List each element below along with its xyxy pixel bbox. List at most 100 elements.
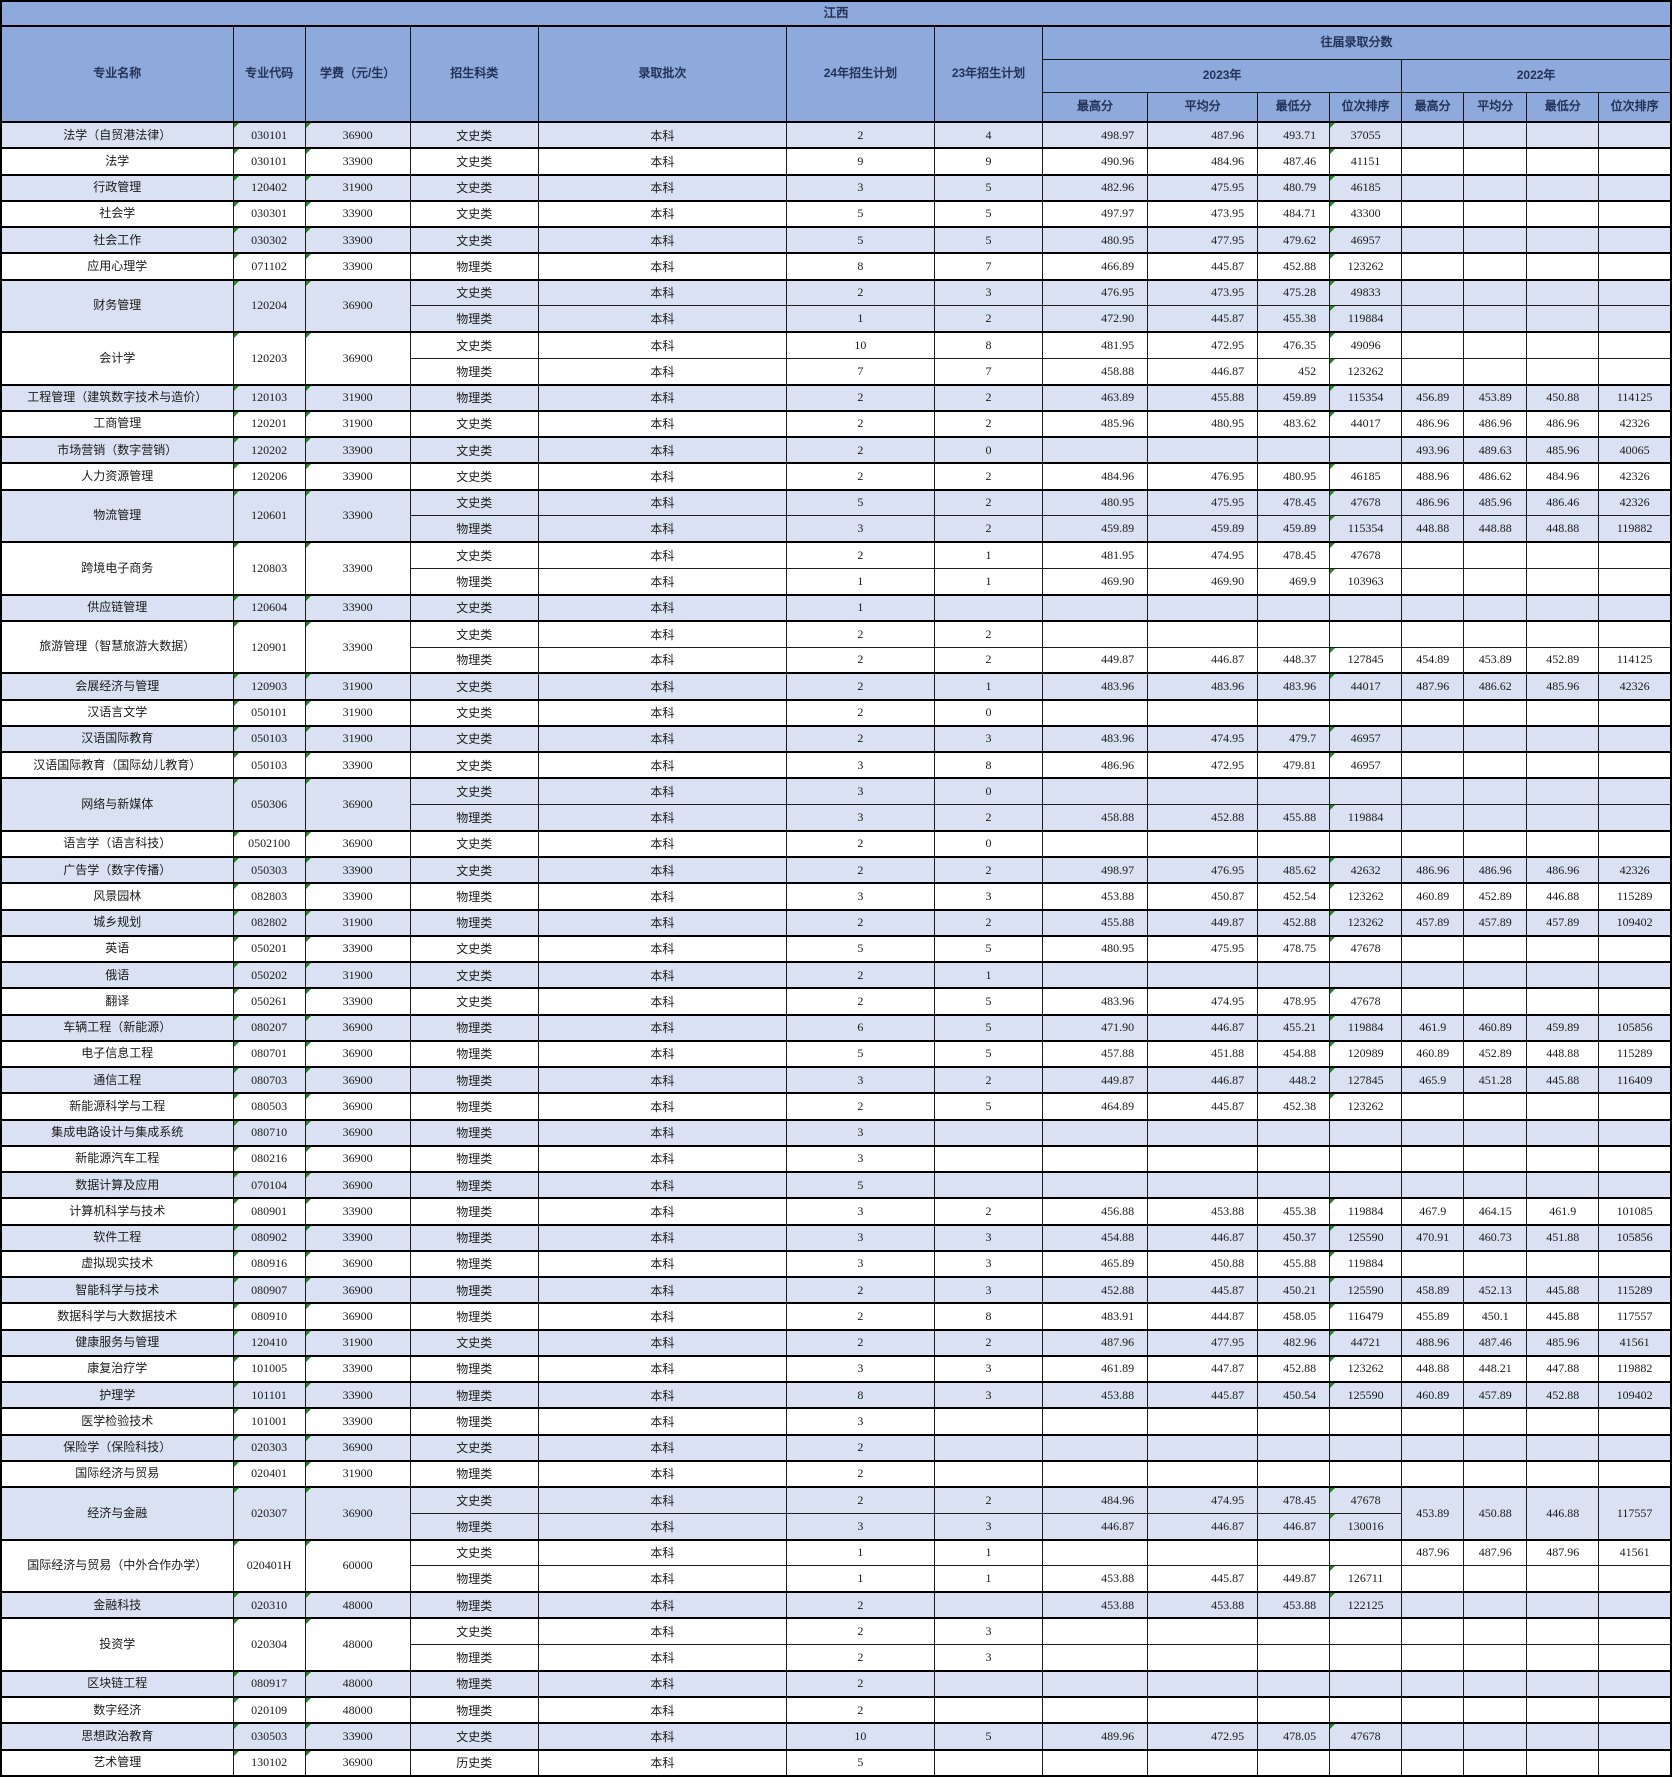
batch-cell: 本科: [537, 593, 787, 622]
rank-2022-cell: 119882: [1598, 1354, 1672, 1383]
rank-2022-cell: 101085: [1598, 1197, 1672, 1226]
max-2023-cell: 466.89: [1042, 252, 1149, 281]
plan-24-cell: 1: [785, 567, 935, 596]
table-row: 俄语 050202 31900 文史类 本科 2 1: [0, 960, 1672, 989]
avg-2023-cell: 472.95: [1147, 750, 1259, 779]
avg-2023-cell: 476.95: [1147, 462, 1259, 491]
max-2023-cell: [1042, 619, 1149, 648]
major-code-cell: 120402: [232, 173, 306, 202]
batch-cell: 本科: [537, 1433, 787, 1462]
rank-2022-cell: [1598, 1118, 1672, 1147]
max-2023-cell: 498.97: [1042, 120, 1149, 149]
batch-cell: 本科: [537, 278, 787, 307]
fee-cell: 31900: [304, 724, 411, 753]
min-2022-cell: 448.88: [1526, 515, 1600, 543]
rank-2023-cell: 44721: [1329, 1328, 1403, 1357]
min-2023-cell: 480.79: [1257, 173, 1331, 202]
major-code-cell: 120204: [232, 278, 306, 333]
category-cell: 文史类: [409, 672, 539, 701]
plan-23-cell: 0: [933, 777, 1044, 806]
table-row: 物流管理 120601 33900 文史类 本科 5 2 480.95 475.95 478.45…: [0, 488, 1672, 543]
max-2022-cell: [1401, 987, 1465, 1016]
rank-2023-cell: 122125: [1329, 1590, 1403, 1619]
avg-2022-cell: [1463, 1748, 1528, 1777]
major-name-cell: 法学（自贸港法律）: [0, 120, 234, 149]
max-2022-cell: [1401, 803, 1465, 832]
avg-2023-cell: 446.87: [1147, 1065, 1259, 1094]
plan-23-cell: [933, 1144, 1044, 1173]
major-name-cell: 车辆工程（新能源）: [0, 1013, 234, 1042]
table-row: 经济与金融 020307 36900 文史类 本科 2 2 484.96 474.95 478.4…: [0, 1485, 1672, 1540]
max-2023-cell: 472.90: [1042, 305, 1149, 333]
plan-23-cell: 2: [933, 619, 1044, 648]
min-2023-cell: 482.96: [1257, 1328, 1331, 1357]
plan-23-cell: [933, 1170, 1044, 1199]
min-2023-cell: [1257, 1144, 1331, 1173]
rank-2023-cell: 123262: [1329, 882, 1403, 911]
fee-cell: 33900: [304, 541, 411, 595]
fee-cell: 48000: [304, 1669, 411, 1698]
major-code-cell: 080216: [232, 1144, 306, 1173]
category-cell: 物理类: [409, 1512, 539, 1541]
table-row: 数字经济 020109 48000 物理类 本科 2: [0, 1695, 1672, 1724]
batch-cell: 本科: [537, 1039, 787, 1068]
avg-2022-cell: [1463, 1565, 1528, 1593]
avg-2022-cell: [1463, 1249, 1528, 1278]
major-code-cell: 120803: [232, 541, 306, 595]
rank-2022-cell: [1598, 173, 1672, 202]
fee-cell: 31900: [304, 1459, 411, 1488]
major-code-cell: 050306: [232, 777, 306, 832]
avg-2022-cell: [1463, 567, 1528, 596]
rank-2022-cell: 116409: [1598, 1065, 1672, 1094]
rank-2023-cell: [1329, 1433, 1403, 1462]
avg-2023-cell: 446.87: [1147, 1223, 1259, 1252]
major-name-cell: 汉语国际教育: [0, 724, 234, 753]
max-2023-cell: [1042, 1695, 1149, 1724]
rank-2022-cell: 42326: [1598, 855, 1672, 884]
max-2022-cell: [1401, 1459, 1465, 1488]
rank-2022-cell: [1598, 540, 1672, 569]
avg-2023-cell: 445.87: [1147, 1565, 1259, 1593]
avg-2022-cell: 486.96: [1463, 855, 1528, 884]
max-2023-cell: 463.89: [1042, 383, 1149, 412]
rank-2022-cell: 114125: [1598, 646, 1672, 674]
table-row: 汉语国际教育（国际幼儿教育） 050103 33900 文史类 本科 3 8 486.96 47…: [0, 750, 1672, 779]
major-code-cell: 080703: [232, 1065, 306, 1094]
category-cell: 物理类: [409, 1643, 539, 1672]
fee-cell: 31900: [304, 698, 411, 727]
rank-2022-cell: [1598, 987, 1672, 1016]
batch-cell: 本科: [537, 1748, 787, 1777]
rank-2022-cell: [1598, 1748, 1672, 1777]
category-cell: 物理类: [409, 1380, 539, 1409]
min-2022-cell: 486.46: [1526, 488, 1600, 517]
max-2023-cell: 458.88: [1042, 803, 1149, 832]
avg-2022-cell: 451.28: [1463, 1065, 1528, 1094]
rank-2022-cell: 109402: [1598, 908, 1672, 937]
category-cell: 物理类: [409, 1039, 539, 1068]
min-2022-cell: [1526, 305, 1600, 333]
min-2023-cell: [1257, 698, 1331, 727]
major-code-cell: 030503: [232, 1722, 306, 1751]
table-row: 虚拟现实技术 080916 36900 物理类 本科 3 3 465.89 450.88 455.…: [0, 1249, 1672, 1278]
plan-24-cell: 8: [785, 1380, 935, 1409]
avg-2022-cell: [1463, 698, 1528, 727]
major-code-cell: 050103: [232, 750, 306, 779]
table-row: 健康服务与管理 120410 31900 文史类 本科 2 2 487.96 477.95 482…: [0, 1328, 1672, 1357]
batch-cell: 本科: [537, 147, 787, 176]
rank-2022-cell: [1598, 567, 1672, 596]
category-cell: 物理类: [409, 1170, 539, 1199]
max-2022-cell: [1401, 120, 1465, 149]
plan-24-cell: 2: [785, 383, 935, 412]
plan-24-cell: 2: [785, 1433, 935, 1462]
rank-2022-cell: [1598, 1590, 1672, 1619]
plan-23-cell: 3: [933, 724, 1044, 753]
avg-2022-cell: [1463, 225, 1528, 254]
batch-cell: 本科: [537, 803, 787, 832]
table-row: 汉语国际教育 050103 31900 文史类 本科 2 3 483.96 474.95 479.…: [0, 724, 1672, 753]
max-2023-cell: [1042, 1748, 1149, 1777]
avg-2023-cell: 453.88: [1147, 1197, 1259, 1226]
rank-2023-cell: 127845: [1329, 646, 1403, 674]
plan-23-cell: 2: [933, 1328, 1044, 1357]
category-cell: 历史类: [409, 1748, 539, 1777]
major-code-cell: 120202: [232, 435, 306, 464]
